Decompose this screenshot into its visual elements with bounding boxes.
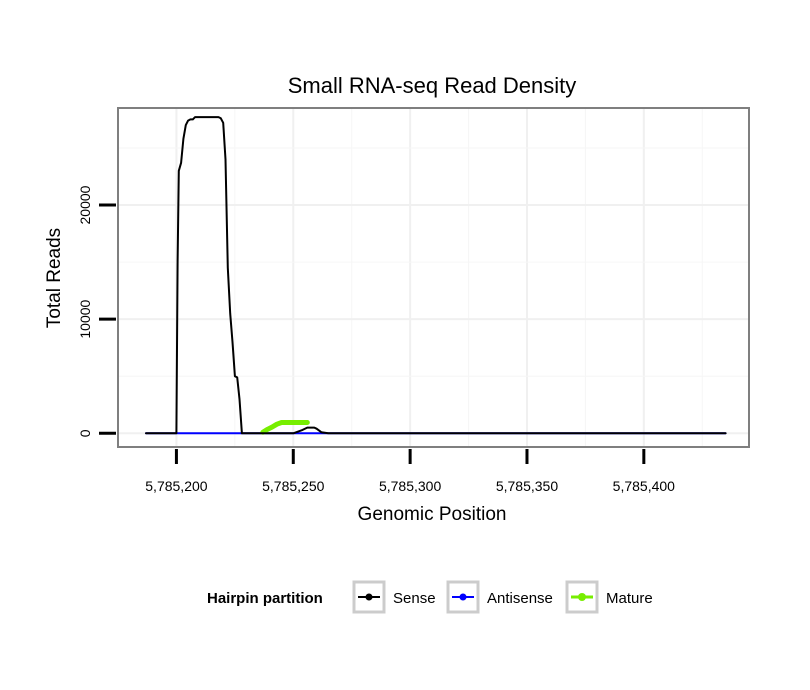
legend-item-mature: Mature: [567, 582, 653, 612]
legend-label-sense: Sense: [393, 590, 436, 607]
series-layer: [146, 117, 726, 433]
x-tick-label: 5,785,200: [145, 478, 207, 494]
read-density-chart: Small RNA-seq Read Density 5,785,200 5,78…: [0, 0, 810, 690]
y-tick-label: 0: [77, 429, 93, 437]
grid: [118, 108, 749, 447]
legend-label-antisense: Antisense: [487, 590, 553, 607]
legend-label-mature: Mature: [606, 590, 653, 607]
legend-dot-sense: [366, 594, 373, 601]
legend-dot-mature: [578, 593, 586, 601]
y-tick-label: 20000: [77, 185, 93, 224]
y-axis-title: Total Reads: [44, 228, 65, 328]
series-line-sense: [146, 117, 726, 433]
chart-title: Small RNA-seq Read Density: [288, 73, 577, 98]
plot-panel-border: [118, 108, 749, 447]
x-tick-label: 5,785,250: [262, 478, 324, 494]
x-tick-label: 5,785,350: [496, 478, 558, 494]
x-tick-label: 5,785,400: [613, 478, 675, 494]
y-tick-label: 10000: [77, 299, 93, 338]
x-tick-label: 5,785,300: [379, 478, 441, 494]
legend: Hairpin partition Sense Antisense Mature: [207, 582, 653, 612]
legend-title: Hairpin partition: [207, 590, 323, 607]
x-axis-title: Genomic Position: [358, 504, 507, 525]
legend-item-antisense: Antisense: [448, 582, 553, 612]
legend-dot-antisense: [460, 594, 467, 601]
legend-item-sense: Sense: [354, 582, 436, 612]
